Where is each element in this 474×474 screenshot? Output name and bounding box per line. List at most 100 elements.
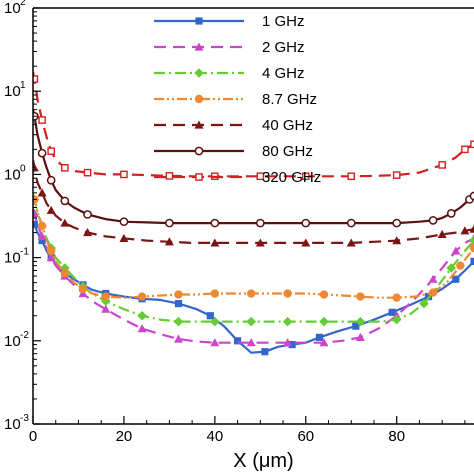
data-point-80-ghz (346, 218, 356, 228)
data-point-2-ghz (246, 338, 256, 347)
data-point-80-ghz (37, 148, 47, 158)
data-point-320-ghz (301, 172, 310, 181)
x-axis-label: X (μm) (233, 450, 293, 472)
series-1-ghz (33, 220, 474, 356)
data-point-1-ghz (206, 312, 214, 320)
legend-marker-8-7-ghz (194, 94, 204, 104)
data-point-80-ghz (210, 218, 220, 228)
data-point-2-ghz (428, 274, 438, 283)
legend-marker-40-ghz (194, 120, 204, 129)
data-point-1-ghz (288, 341, 296, 349)
legend-marker-320-ghz (195, 173, 203, 181)
legend-marker-2-ghz (194, 42, 204, 51)
data-point-40-ghz (460, 226, 470, 235)
legend-marker-4-ghz (194, 68, 204, 78)
data-point-80-ghz (446, 209, 456, 218)
data-point-1-ghz (452, 275, 460, 283)
legend-label-1-ghz: 1 GHz (262, 13, 305, 30)
legend-label-2-ghz: 2 GHz (262, 39, 305, 56)
data-point-2-ghz (210, 338, 220, 347)
legend-label-320-ghz: 320 GHz (262, 169, 321, 186)
data-point-1-ghz (388, 308, 396, 316)
data-point-2-ghz (451, 246, 461, 255)
data-point-8-7-ghz (210, 289, 220, 298)
legend-item-1-ghz: 1 GHz (154, 13, 305, 30)
data-point-80-ghz (119, 217, 129, 227)
y-tick-exponent: 2 (20, 0, 26, 8)
series-line-80-ghz (33, 109, 474, 225)
data-point-320-ghz (33, 75, 39, 83)
legend: 1 GHz 2 GHz 4 GHz 8.7 GHz 40 GHz 80 GHz 320 GH… (154, 13, 321, 186)
data-point-8-7-ghz (283, 289, 292, 298)
data-point-8-7-ghz (428, 288, 438, 297)
data-point-80-ghz (469, 191, 474, 201)
data-point-2-ghz (46, 253, 56, 262)
y-tick-exponent: -2 (20, 330, 29, 341)
data-point-80-ghz (83, 210, 92, 219)
x-tick-label: 0 (29, 428, 37, 445)
data-point-40-ghz (346, 238, 356, 247)
data-point-4-ghz (282, 316, 293, 327)
data-point-8-7-ghz (319, 290, 329, 299)
data-point-1-ghz (38, 237, 46, 245)
data-point-320-ghz (461, 145, 469, 154)
data-point-4-ghz (137, 310, 147, 321)
y-tick-label: 10 (4, 416, 21, 433)
data-point-4-ghz (100, 296, 111, 306)
series-line-40-ghz (33, 159, 474, 244)
data-point-2-ghz (137, 324, 147, 333)
data-point-8-7-ghz (37, 221, 47, 231)
legend-item-2-ghz: 2 GHz (154, 39, 305, 56)
data-point-40-ghz (33, 163, 39, 172)
data-point-1-ghz (315, 333, 324, 341)
data-point-40-ghz (46, 205, 56, 214)
data-point-320-ghz (47, 147, 55, 156)
data-point-2-ghz (355, 332, 365, 341)
y-tick-label: 10 (4, 0, 21, 17)
series-40-ghz (33, 159, 474, 247)
data-point-40-ghz (60, 218, 70, 227)
data-point-8-7-ghz (174, 290, 183, 299)
y-tick-label: 10 (4, 83, 21, 100)
series-line-320-ghz (33, 71, 474, 178)
legend-marker-1-ghz (195, 17, 203, 25)
data-point-2-ghz (319, 338, 329, 347)
legend-label-40-ghz: 40 GHz (262, 117, 313, 134)
data-point-8-7-ghz (469, 243, 474, 253)
data-point-1-ghz (33, 220, 38, 229)
data-point-4-ghz (210, 316, 220, 327)
legend-label-80-ghz: 80 GHz (262, 143, 313, 160)
data-point-320-ghz (392, 171, 401, 179)
data-point-80-ghz (301, 218, 311, 228)
data-point-1-ghz (470, 257, 474, 266)
data-point-4-ghz (391, 314, 402, 325)
data-point-8-7-ghz (392, 293, 401, 302)
y-tick-exponent: -3 (20, 413, 29, 424)
data-point-4-ghz (446, 263, 457, 273)
data-point-320-ghz (438, 161, 446, 169)
data-point-320-ghz (61, 164, 69, 172)
data-point-2-ghz (283, 338, 293, 347)
data-point-40-ghz (164, 237, 174, 246)
data-point-40-ghz (210, 238, 220, 247)
data-point-1-ghz (261, 348, 269, 356)
y-tick-exponent: -1 (20, 247, 29, 258)
data-point-1-ghz (352, 322, 360, 330)
series-line-4-ghz (33, 195, 474, 323)
data-point-8-7-ghz (137, 292, 147, 301)
data-point-80-ghz (165, 218, 174, 228)
series-layer (33, 71, 474, 356)
data-point-8-7-ghz (78, 284, 88, 294)
series-320-ghz (33, 71, 474, 181)
data-point-4-ghz (355, 316, 366, 327)
data-point-80-ghz (46, 175, 56, 185)
axes-layer: 10 -310 -210 -110 010 110 20 20 40 60 80X (μm) (4, 0, 474, 472)
data-point-40-ghz (469, 224, 474, 233)
data-point-1-ghz (233, 337, 242, 345)
data-point-2-ghz (173, 334, 183, 343)
data-point-2-ghz (101, 304, 111, 313)
data-point-40-ghz (437, 229, 447, 239)
data-point-8-7-ghz (247, 289, 256, 298)
data-point-8-7-ghz (356, 292, 365, 301)
